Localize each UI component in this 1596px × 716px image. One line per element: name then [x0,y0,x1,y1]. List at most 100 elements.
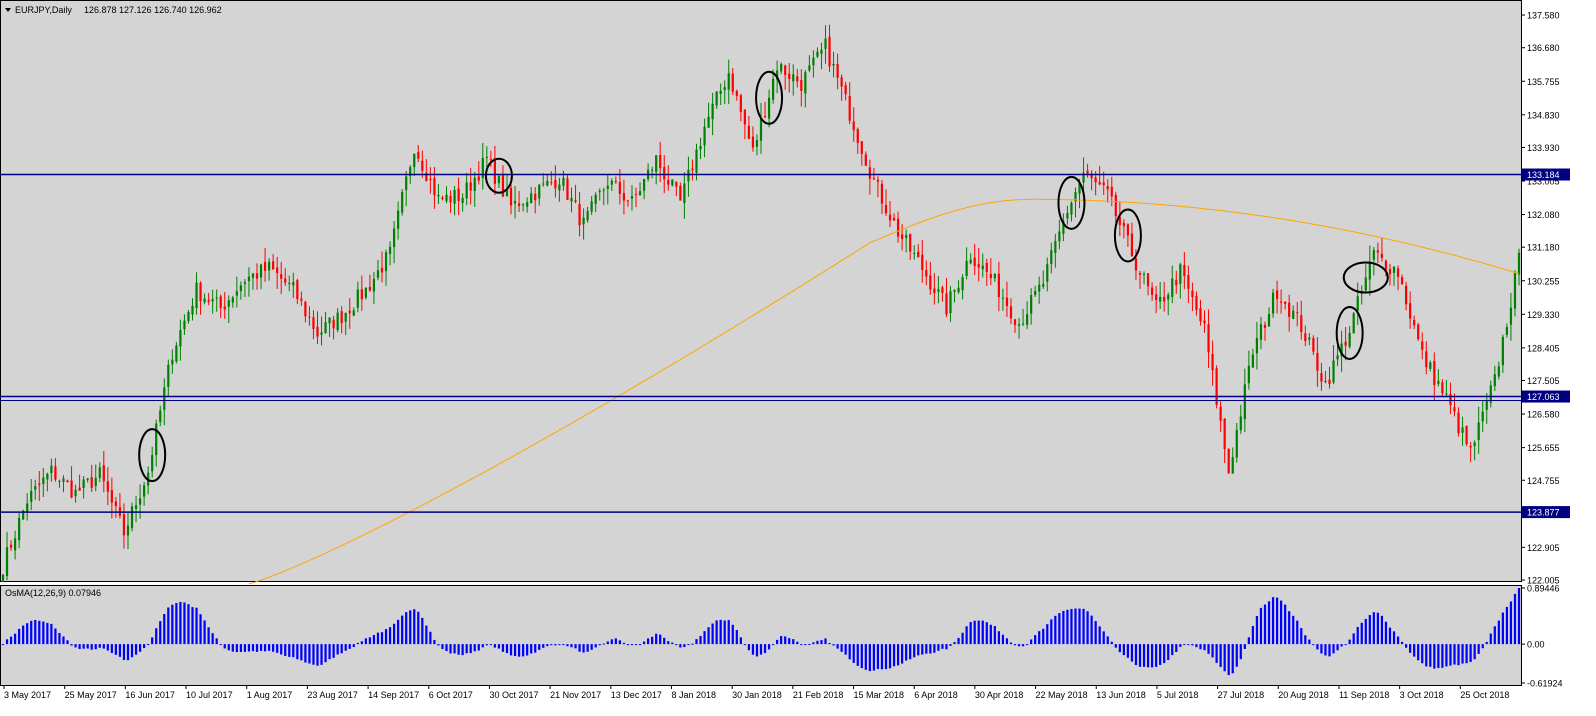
osma-bar [441,644,444,650]
osma-bar [925,644,928,654]
candle [913,245,916,260]
candle [1058,219,1061,250]
triangle-down-icon[interactable] [5,8,11,12]
candle [1239,404,1242,434]
candle [227,295,230,324]
osma-bar [1142,644,1146,667]
price-tag: 133.184 [1522,168,1570,181]
candle [626,200,630,207]
candle [590,195,593,215]
candle [925,260,928,286]
osma-bar [880,644,884,670]
osma-bar [421,617,424,645]
svg-text:11 Sep 2018: 11 Sep 2018 [1339,690,1389,700]
osma-bar [259,644,263,651]
candle [941,285,944,302]
svg-text:20 Aug 2018: 20 Aug 2018 [1278,690,1329,700]
osma-bar [70,644,73,646]
candle [1332,345,1335,385]
candle [1046,257,1049,292]
osma-bar [1078,608,1081,645]
osma-bar [804,644,807,646]
osma-bar [42,621,45,645]
osma-bar [767,644,771,650]
time-tick: 20 Aug 2018 [1277,685,1329,700]
time-tick: 5 Jul 2018 [1156,685,1198,700]
candle [876,176,880,198]
osma-bar [1219,644,1222,667]
osma-bar [9,636,13,645]
osma-bar [1352,633,1355,645]
candle [901,224,904,251]
osma-bar [58,632,61,645]
osma-bar [1082,608,1085,645]
osma-bar [937,644,940,651]
osma-bar [1175,644,1178,652]
candle [1183,251,1186,290]
osma-bar [320,644,323,665]
candle [844,81,847,101]
candle [981,253,984,278]
osma-bar [1453,644,1456,665]
osma-bar [267,644,271,651]
svg-text:15 Mar 2018: 15 Mar 2018 [854,690,905,700]
chart-ohlc-values: 126.878 127.126 126.740 126.962 [84,5,222,15]
osma-plot-area[interactable] [0,585,1521,685]
osma-bar [1292,615,1295,645]
candle [1376,242,1379,264]
candle [405,170,408,207]
candle [429,167,432,194]
candle [130,502,134,532]
candle [26,493,29,521]
candle [1179,262,1182,299]
candle [175,342,178,364]
candle [884,189,888,216]
time-tick: 13 Jun 2018 [1095,685,1146,700]
price-tick: 134.830 [1521,110,1560,120]
candle [582,208,585,240]
horizontal-levels[interactable] [0,173,1521,513]
osma-bar [538,644,541,650]
svg-text:21 Feb 2018: 21 Feb 2018 [793,690,844,700]
candle [497,175,501,189]
candle [788,62,791,93]
osma-bar [457,644,460,655]
osma-bar [1380,615,1384,645]
time-tick: 23 Aug 2017 [306,685,358,700]
osma-bar [1167,644,1170,660]
osma-bar [417,611,420,645]
osma-bar [707,627,710,645]
time-tick: 30 Oct 2017 [488,685,538,700]
candle [820,42,823,70]
osma-bar [679,644,682,648]
svg-text:27 Jul 2018: 27 Jul 2018 [1218,690,1265,700]
osma-bar [1013,644,1017,646]
osma-bar [598,644,601,646]
candle [1400,274,1404,285]
osma-bar [1130,644,1134,662]
osma-bar [735,630,738,645]
svg-text:133.005: 133.005 [1527,177,1560,187]
osma-bar [86,644,89,649]
svg-text:129.330: 129.330 [1527,310,1560,320]
candle [808,55,811,73]
osma-bar [554,644,557,646]
svg-text:30 Jan 2018: 30 Jan 2018 [732,690,782,700]
candle [219,294,222,319]
candle [917,243,920,258]
candle [909,233,912,261]
osma-bar [38,620,41,645]
price-tick: 137.580 [1521,11,1560,21]
osma-bar [921,644,924,655]
main-plot-area[interactable] [0,0,1521,581]
candle [513,185,517,219]
candle [163,378,166,426]
candle [223,292,226,319]
osma-bar [723,620,726,645]
osma-bar [509,644,513,656]
candle [465,172,468,206]
candle [659,141,662,183]
candle [840,74,843,101]
time-tick: 1 Aug 2017 [246,685,292,700]
